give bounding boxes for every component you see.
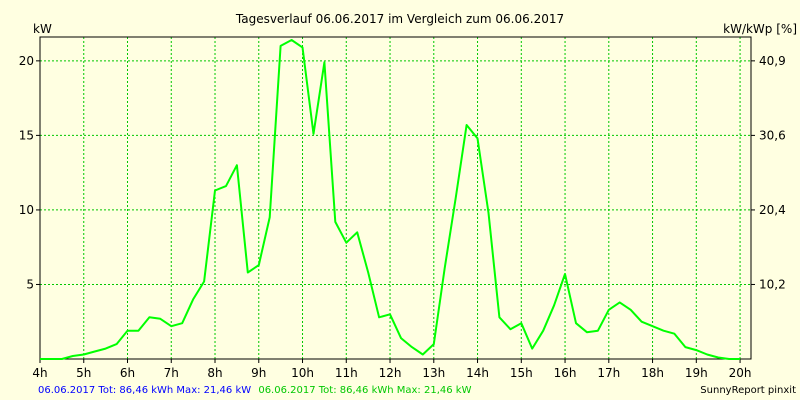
- x-tick-label: 5h: [76, 366, 91, 380]
- y-axis-right-label: kW/kWp [%]: [723, 22, 797, 36]
- y-tick-label-left: 10: [19, 203, 34, 217]
- x-tick-label: 16h: [554, 366, 577, 380]
- footer-credit: SunnyReport pinxit: [700, 385, 796, 396]
- x-tick-label: 19h: [685, 366, 708, 380]
- x-tick-label: 12h: [379, 366, 402, 380]
- x-tick-label: 6h: [120, 366, 135, 380]
- x-tick-label: 20h: [729, 366, 752, 380]
- footer-legend: 06.06.2017 Tot: 86,46 kWh Max: 21,46 kW …: [38, 385, 472, 396]
- x-tick-label: 15h: [510, 366, 533, 380]
- x-tick-label: 13h: [422, 366, 445, 380]
- y-tick-label-right: 30,6: [759, 128, 786, 142]
- x-tick-label: 4h: [32, 366, 47, 380]
- footer-blue-text: 06.06.2017 Tot: 86,46 kWh Max: 21,46 kW: [38, 385, 251, 396]
- x-tick-label: 8h: [207, 366, 222, 380]
- x-tick-label: 7h: [164, 366, 179, 380]
- x-tick-label: 14h: [466, 366, 489, 380]
- plot-frame: [39, 36, 752, 360]
- y-tick-label-left: 20: [19, 54, 34, 68]
- y-axis-left-label: kW: [33, 22, 52, 36]
- y-tick-label-right: 40,9: [759, 54, 786, 68]
- x-tick-label: 10h: [291, 366, 314, 380]
- series-line: [40, 39, 741, 360]
- grid: [40, 37, 751, 359]
- x-tick-label: 17h: [597, 366, 620, 380]
- axes: 4h 5h 6h 7h 8h 9h 10h 11h 12h 13h 14h 15h 16h 17h 18h 1…: [19, 54, 786, 380]
- x-tick-label: 9h: [251, 366, 266, 380]
- y-tick-label-left: 5: [26, 277, 34, 291]
- y-tick-label-right: 10,2: [759, 277, 786, 291]
- chart-title: Tagesverlauf 06.06.2017 im Vergleich zum…: [235, 12, 564, 26]
- y-tick-label-right: 20,4: [759, 203, 786, 217]
- y-tick-label-left: 15: [19, 128, 34, 142]
- x-tick-label: 18h: [641, 366, 664, 380]
- footer-green-text: 06.06.2017 Tot: 86,46 kWh Max: 21,46 kW: [258, 385, 471, 396]
- x-tick-label: 11h: [335, 366, 358, 380]
